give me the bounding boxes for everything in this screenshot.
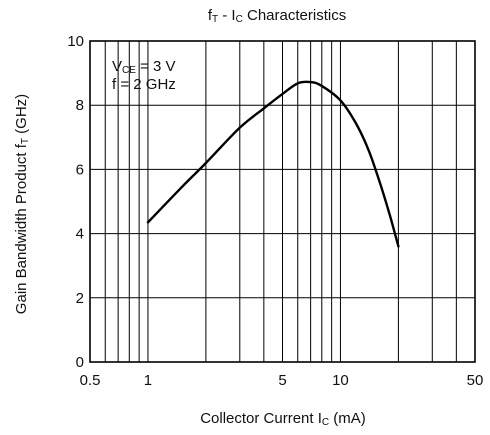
chart-title: fT - IC Characteristics [208, 7, 346, 25]
annotation-freq: f = 2 GHz [112, 76, 176, 93]
y-tick-label: 8 [76, 97, 84, 114]
y-tick-label: 2 [76, 290, 84, 307]
ft-ic-curve [146, 80, 400, 248]
annotation-vce: VCE = 3 V [112, 58, 176, 76]
x-tick-labels: 0.5 1 5 10 50 [80, 372, 484, 389]
x-axis-label: Collector Current IC (mA) [200, 410, 366, 428]
grid [90, 41, 475, 362]
x-tick-label: 5 [278, 372, 286, 389]
y-tick-labels: 0 2 4 6 8 10 [67, 33, 84, 371]
y-tick-label: 6 [76, 161, 84, 178]
plot-frame [89, 40, 476, 363]
x-tick-label: 0.5 [80, 372, 101, 389]
y-tick-label: 0 [76, 354, 84, 371]
y-tick-label: 4 [76, 226, 84, 243]
x-tick-label: 10 [332, 372, 349, 389]
y-axis-label: Gain Bandwidth Product fT (GHz) [13, 94, 31, 314]
x-tick-label: 50 [467, 372, 484, 389]
x-tick-label: 1 [144, 372, 152, 389]
annotation: VCE = 3 V f = 2 GHz [112, 58, 176, 93]
y-tick-label: 10 [67, 33, 84, 50]
